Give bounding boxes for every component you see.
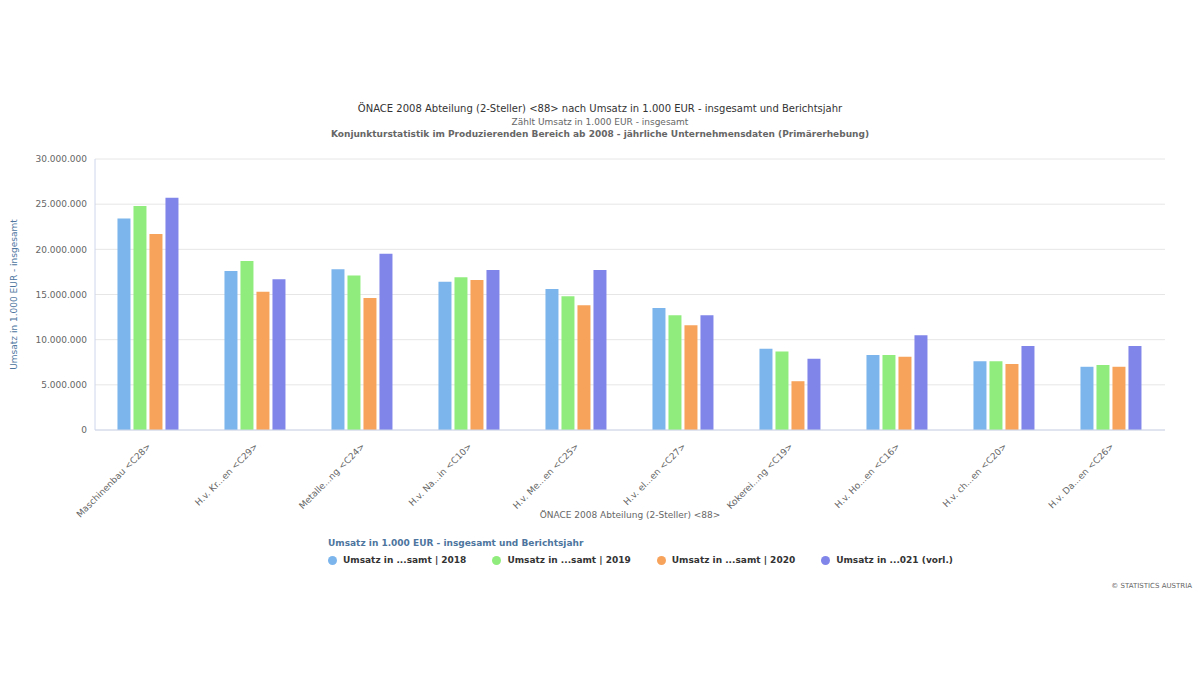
svg-text:H.v. el...en <C27>: H.v. el...en <C27> (622, 441, 688, 507)
svg-text:Umsatz in 1.000 EUR - insgesam: Umsatz in 1.000 EUR - insgesamt (9, 219, 19, 370)
svg-text:15.000.000: 15.000.000 (35, 290, 87, 300)
svg-text:10.000.000: 10.000.000 (35, 335, 87, 345)
html-text:Umsatz in 1.000 EUR - insgesam: Umsatz in 1.000 EUR - insgesamt und Beri… (328, 538, 584, 548)
svg-text:H.v. ch...en <C20>: H.v. ch...en <C20> (941, 441, 1009, 509)
svg-text:30.000.000: 30.000.000 (35, 154, 87, 164)
svg-text:0: 0 (81, 425, 87, 435)
html-text:Zählt Umsatz in 1.000 EUR - in: Zählt Umsatz in 1.000 EUR - insgesamt (511, 117, 689, 127)
svg-text:Maschinenbau <C28>: Maschinenbau <C28> (74, 441, 152, 519)
svg-text:H.v. Kr...en <C29>: H.v. Kr...en <C29> (193, 441, 260, 508)
svg-text:Kokerei...ng <C19>: Kokerei...ng <C19> (725, 441, 795, 511)
svg-text:H.v. Da...en <C26>: H.v. Da...en <C26> (1047, 441, 1116, 510)
svg-text:H.v. Na...in <C10>: H.v. Na...in <C10> (407, 441, 474, 508)
svg-text:H.v. Me...en <C25>: H.v. Me...en <C25> (511, 441, 581, 511)
html-text:Umsatz in ...samt | 2019: Umsatz in ...samt | 2019 (507, 555, 631, 565)
svg-text:5.000.000: 5.000.000 (41, 380, 87, 390)
html-text:Konjunkturstatistik im Produzi: Konjunkturstatistik im Produzierenden Be… (331, 129, 869, 139)
html-text:Umsatz in ...samt | 2020: Umsatz in ...samt | 2020 (671, 555, 796, 565)
html-text:© STATISTICS AUSTRIA: © STATISTICS AUSTRIA (1111, 582, 1192, 590)
html-text:Umsatz in ...samt | 2018: Umsatz in ...samt | 2018 (343, 555, 467, 565)
svg-text:20.000.000: 20.000.000 (35, 245, 87, 255)
html-text:ÖNACE 2008 Abteilung (2-Stelle: ÖNACE 2008 Abteilung (2-Steller) <88> na… (357, 103, 843, 114)
svg-text:Metalle...ng <C24>: Metalle...ng <C24> (297, 441, 367, 511)
svg-text:25.000.000: 25.000.000 (35, 199, 87, 209)
svg-text:H.v. Ho...en <C16>: H.v. Ho...en <C16> (833, 441, 902, 510)
html-text:ÖNACE 2008 Abteilung (2-Stelle: ÖNACE 2008 Abteilung (2-Steller) <88> (539, 510, 721, 520)
html-text:Umsatz in ...021 (vorl.): Umsatz in ...021 (vorl.) (836, 555, 953, 565)
